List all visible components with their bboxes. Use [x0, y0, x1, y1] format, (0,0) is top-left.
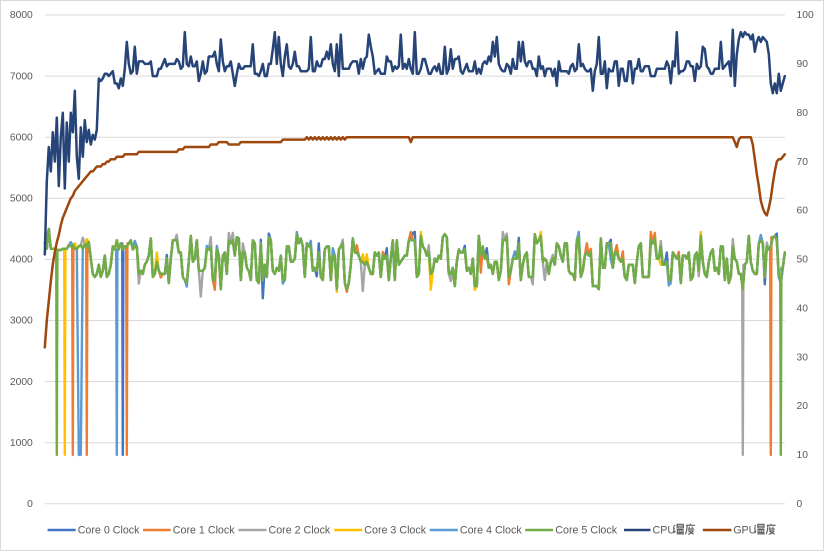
svg-text:20: 20 [797, 401, 809, 412]
svg-text:Core 1 Clock: Core 1 Clock [173, 524, 235, 536]
svg-text:Core 5 Clock: Core 5 Clock [555, 524, 617, 536]
svg-text:Core 0 Clock: Core 0 Clock [78, 524, 140, 536]
svg-text:CPU: CPU [653, 524, 676, 536]
svg-text:7000: 7000 [10, 71, 33, 82]
svg-text:Core 4 Clock: Core 4 Clock [460, 524, 522, 536]
svg-text:1000: 1000 [10, 438, 33, 449]
svg-text:80: 80 [797, 108, 809, 119]
svg-text:8000: 8000 [10, 10, 33, 21]
svg-text:5000: 5000 [10, 194, 33, 205]
svg-text:6000: 6000 [10, 132, 33, 143]
svg-text:10: 10 [797, 450, 809, 461]
svg-text:70: 70 [797, 157, 809, 168]
svg-text:30: 30 [797, 352, 809, 363]
svg-text:40: 40 [797, 304, 809, 315]
svg-text:3000: 3000 [10, 316, 33, 327]
svg-text:90: 90 [797, 59, 809, 70]
svg-text:Core 2 Clock: Core 2 Clock [269, 524, 331, 536]
svg-text:0: 0 [797, 499, 803, 510]
svg-text:4000: 4000 [10, 255, 33, 266]
svg-text:Core 3 Clock: Core 3 Clock [364, 524, 426, 536]
svg-text:50: 50 [797, 255, 809, 266]
svg-text:GPU: GPU [733, 524, 756, 536]
svg-text:2000: 2000 [10, 377, 33, 388]
svg-text:0: 0 [27, 499, 33, 510]
svg-text:60: 60 [797, 206, 809, 217]
svg-text:100: 100 [797, 10, 814, 21]
